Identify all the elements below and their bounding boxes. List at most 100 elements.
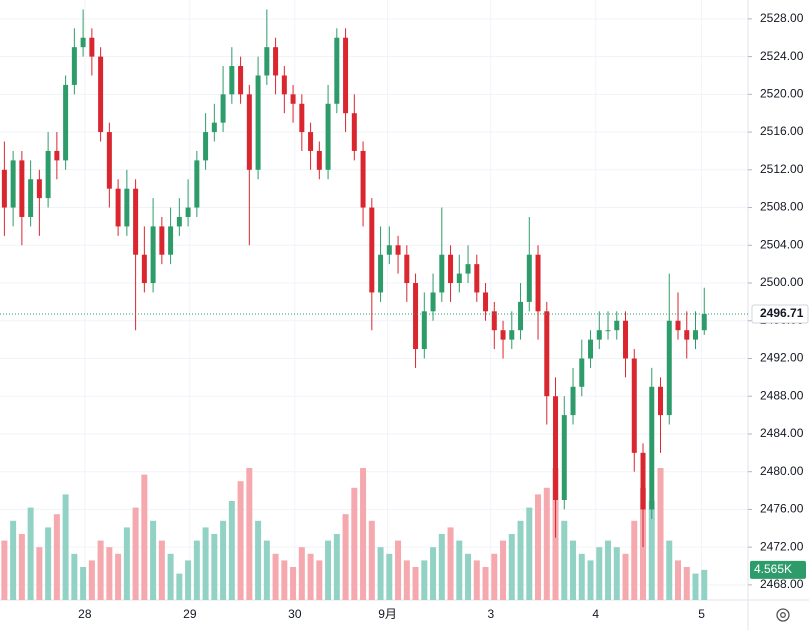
y-tick-label: 2500.00	[760, 275, 804, 289]
volume-label: 4.565K	[754, 562, 792, 576]
candle-body	[483, 292, 489, 312]
volume-bar	[228, 501, 235, 600]
candle-body	[211, 122, 217, 133]
volume-bar	[62, 494, 69, 600]
volume-label-box	[750, 560, 806, 579]
volume-bar	[473, 560, 480, 600]
candle-body	[666, 320, 672, 416]
volume-bar	[36, 547, 43, 600]
volume-bar	[342, 514, 349, 600]
x-tick-label: 29	[183, 607, 197, 621]
candle-body	[579, 358, 585, 387]
volume-bar	[115, 553, 122, 600]
candle-body	[658, 386, 664, 416]
candle-body	[106, 132, 112, 189]
candle-body	[185, 207, 191, 217]
candle-body	[220, 94, 226, 123]
volume-bar	[307, 553, 314, 600]
volume-bar	[255, 520, 262, 600]
volume-bar	[543, 487, 550, 600]
candle-body	[343, 37, 349, 114]
volume-bar	[263, 540, 270, 600]
volume-bar	[386, 553, 393, 600]
candle-body	[649, 386, 655, 510]
candle-body	[141, 254, 147, 284]
y-tick-label: 2484.00	[760, 426, 804, 440]
last-price-label: 2496.71	[760, 306, 804, 320]
gear-inner	[780, 612, 786, 618]
candle-body	[570, 386, 576, 416]
volume-bar	[447, 527, 454, 600]
candle-body	[614, 320, 620, 331]
volume-bar	[666, 540, 673, 600]
y-tick-label: 2508.00	[760, 200, 804, 214]
candle-body	[36, 179, 42, 199]
candle-body	[255, 75, 261, 170]
volume-bar	[97, 540, 104, 600]
last-price-box	[751, 304, 809, 324]
candle-body	[360, 150, 366, 208]
candle-body	[203, 132, 209, 161]
volume-bar	[1, 540, 8, 600]
volume-bar	[185, 560, 192, 600]
candle-body	[1, 169, 7, 208]
y-tick-label: 2492.00	[760, 351, 804, 365]
volume-bar	[290, 567, 297, 600]
candle-body	[115, 188, 121, 227]
candle-body	[701, 314, 707, 331]
volume-bar	[526, 507, 533, 600]
x-tick-label: 30	[288, 607, 302, 621]
candle-body	[28, 179, 34, 217]
volume-bar	[53, 514, 60, 600]
volume-bar	[333, 534, 340, 600]
y-tick-label: 2512.00	[760, 162, 804, 176]
candle-body	[588, 339, 594, 359]
y-tick-label: 2480.00	[760, 464, 804, 478]
candle-body	[71, 47, 77, 85]
volume-bar	[535, 494, 542, 600]
candle-body	[98, 56, 104, 133]
volume-bar	[631, 520, 638, 600]
volume-bar	[570, 540, 577, 600]
volume-bar	[421, 560, 428, 600]
candle-body	[229, 66, 235, 95]
candle-body	[89, 37, 95, 57]
y-tick-label: 2504.00	[760, 237, 804, 251]
volume-bar	[71, 553, 78, 600]
volume-bar	[438, 534, 445, 600]
volume-bar	[403, 560, 410, 600]
volume-bar	[456, 540, 463, 600]
candle-body	[413, 283, 419, 350]
volume-bar	[491, 553, 498, 600]
candle-body	[63, 84, 69, 161]
candle-body	[19, 160, 25, 217]
volume-bar	[281, 560, 288, 600]
y-tick-label: 2524.00	[760, 49, 804, 63]
candle-body	[448, 254, 454, 284]
candle-body	[596, 330, 602, 340]
volume-bar	[657, 468, 664, 600]
volume-bar	[132, 507, 139, 600]
candle-body	[378, 254, 384, 293]
volume-bar	[377, 547, 384, 600]
gear-outer	[776, 608, 790, 622]
candle-body	[281, 75, 287, 95]
volume-bar	[351, 487, 358, 600]
volume-bar	[158, 540, 165, 600]
volume-bar	[106, 547, 113, 600]
volume-bar	[272, 553, 279, 600]
volume-bar	[325, 540, 332, 600]
candle-body	[430, 292, 436, 312]
candle-body	[518, 301, 524, 331]
candle-body	[421, 311, 427, 350]
candle-body	[491, 311, 497, 331]
candle-body	[80, 37, 86, 48]
candle-body	[386, 245, 392, 255]
volume-bar	[237, 481, 244, 600]
volume-bar	[150, 520, 157, 600]
settings-icon[interactable]	[776, 608, 790, 622]
volume-bar	[10, 520, 17, 600]
candle-body	[264, 47, 270, 76]
candle-body	[605, 330, 611, 332]
candle-body	[159, 226, 165, 255]
